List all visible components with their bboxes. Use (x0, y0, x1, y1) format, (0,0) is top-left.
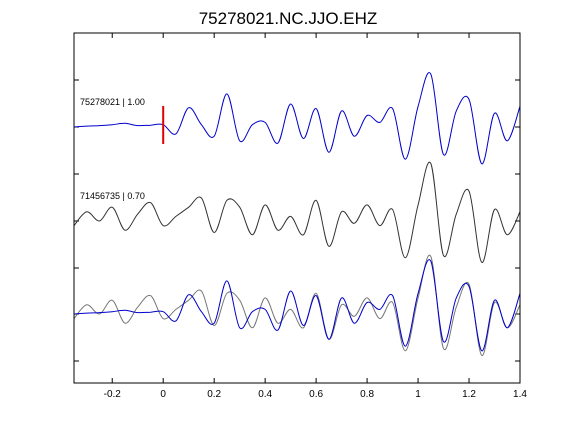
x-tick-label: 1.4 (513, 389, 527, 400)
trace-line (73, 72, 521, 165)
plot-area: -0.2 0 0.2 0.4 0.6 0.8 1 1.2 1.4 75278021 | 1.00 7… (73, 32, 527, 400)
trace-label: 75278021 | 1.00 (80, 97, 145, 107)
overlay-trace-line (73, 259, 521, 352)
x-tick-label: 0.2 (207, 389, 221, 400)
x-tick-label: 1 (415, 389, 421, 400)
x-tick-label: -0.2 (104, 389, 122, 400)
x-tick-label: 0.8 (360, 389, 374, 400)
trace-line (73, 161, 521, 263)
x-tick-label: 0.6 (309, 389, 323, 400)
chart-title: 75278021.NC.JJO.EHZ (199, 9, 378, 28)
axes-frame (73, 32, 521, 384)
overlay-trace-line (73, 254, 521, 356)
x-tick-label: 0 (160, 389, 166, 400)
x-tick-label: 1.2 (462, 389, 476, 400)
trace-label: 71456735 | 0.70 (80, 191, 145, 201)
x-tick-label: 0.4 (258, 389, 272, 400)
